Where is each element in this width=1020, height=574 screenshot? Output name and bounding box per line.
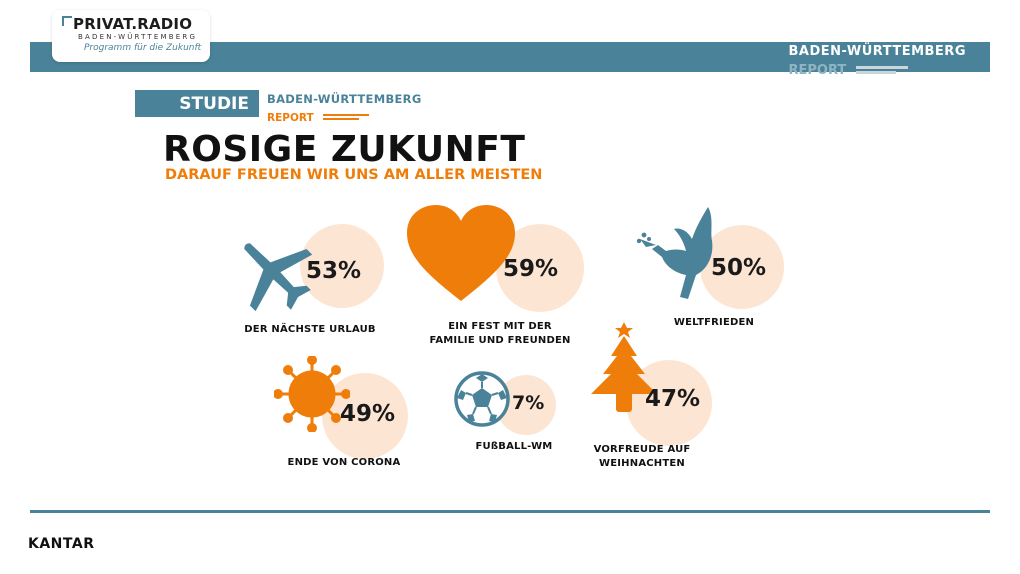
value-label-fest: 59% [503, 256, 559, 282]
caption-weltfrieden: WELTFRIEDEN [673, 317, 755, 328]
logo-card [52, 10, 210, 62]
value-label-urlaub: 53% [306, 258, 362, 284]
airplane-icon [244, 243, 313, 312]
bubble-weltfrieden [700, 225, 784, 309]
page-title: ROSIGE ZUKUNFT [163, 129, 526, 170]
caption-weihnachten: VORFREUDE AUF WEIHNACHTEN [593, 444, 691, 469]
logo-tagline: Programm für die Zukunft [84, 43, 202, 53]
heart-icon [407, 205, 515, 301]
logo-title: PRIVAT.RADIO [73, 15, 193, 33]
studie-badge: STUDIE [135, 90, 259, 117]
logo-corner-mark [62, 16, 72, 26]
caption-fest: EIN FEST MIT DER FAMILIE UND FREUNDEN [429, 321, 571, 346]
bubble-urlaub [300, 224, 384, 308]
christmas-tree-icon [591, 322, 657, 412]
value-label-corona: 49% [340, 401, 396, 427]
report-logo-header: BADEN-WÜRTTEMBERG REPORT [788, 44, 966, 78]
value-label-fussball: 7% [512, 392, 545, 414]
value-label-weltfrieden: 50% [711, 255, 767, 281]
logo-subtitle: BADEN-WÜRTTEMBERG [78, 33, 198, 41]
football-icon [454, 371, 510, 427]
footer-divider [30, 510, 990, 513]
bubble-weihnachten [626, 360, 712, 446]
value-label-weihnachten: 47% [645, 386, 701, 412]
report-logo-badge: BADEN-WÜRTTEMBERG REPORT [267, 92, 422, 124]
caption-fussball: FUßBALL-WM [475, 441, 553, 452]
caption-corona: ENDE VON CORONA [287, 457, 401, 468]
kantar-logo: KANTAR [28, 536, 95, 552]
dove-icon [636, 207, 713, 299]
caption-urlaub: DER NÄCHSTE URLAUB [244, 324, 376, 335]
virus-icon [274, 356, 350, 432]
page-subtitle: DARAUF FREUEN WIR UNS AM ALLER MEISTEN [165, 167, 543, 183]
